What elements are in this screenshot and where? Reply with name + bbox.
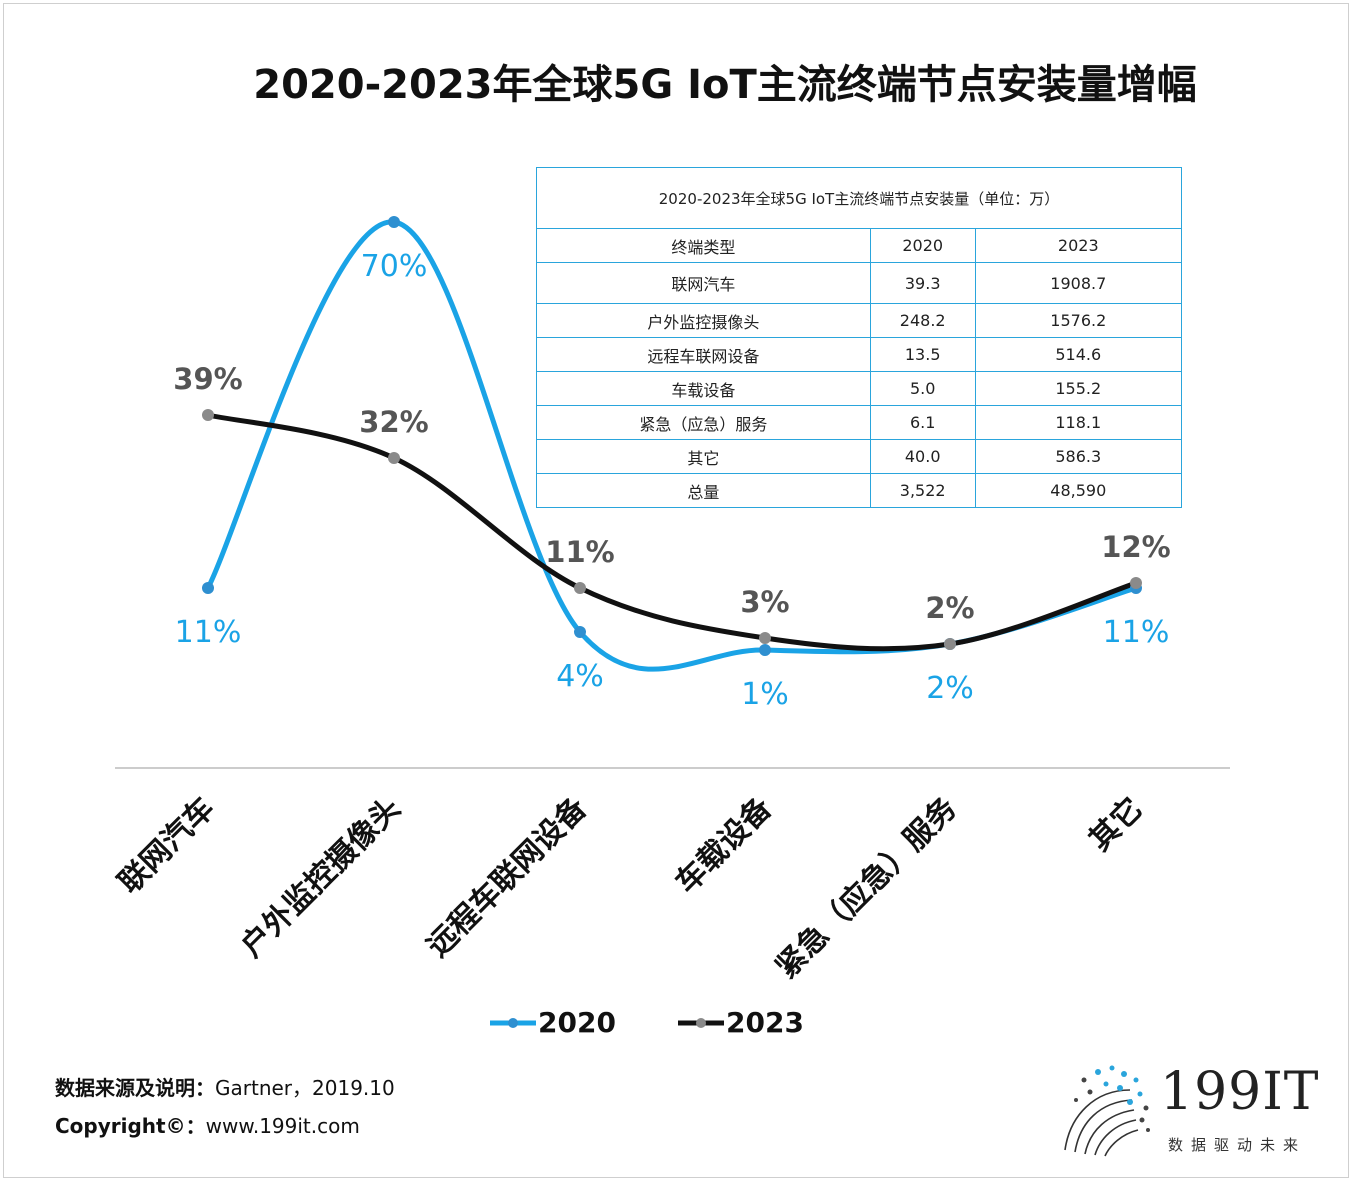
table-cell: 155.2: [974, 371, 1183, 406]
series-line-2023: [205, 412, 1139, 652]
chart-title: 2020-2023年全球5G IoT主流终端节点安装量增幅: [253, 62, 1197, 108]
table-cell: 514.6: [974, 337, 1183, 372]
x-tick-label: 紧急（应急）服务: [769, 791, 963, 985]
data-point-2020: [388, 216, 400, 228]
logo-tagline: 数据驱动未来: [1168, 1136, 1307, 1154]
legend-label-2023: 2023: [726, 1006, 804, 1039]
table-cell: 48,590: [974, 473, 1183, 508]
table-row: 联网汽车 39.3 1908.7: [536, 262, 1183, 304]
data-point-2023: [202, 409, 214, 421]
data-label-2023: 12%: [1101, 530, 1170, 564]
table-caption: 2020-2023年全球5G IoT主流终端节点安装量（单位：万）: [536, 167, 1182, 229]
logo-wordmark: 199IT: [1160, 1062, 1320, 1122]
legend-label-2020: 2020: [538, 1006, 616, 1039]
table-cell: 1576.2: [974, 303, 1183, 338]
x-tick-label: 其它: [1082, 791, 1149, 858]
x-tick-label: 远程车联网设备: [420, 790, 594, 964]
logo-mark-icon: [1064, 1065, 1150, 1157]
table-header-2023: 2023: [974, 228, 1183, 263]
table-row: 户外监控摄像头 248.2 1576.2: [536, 303, 1183, 338]
data-label-2023: 3%: [740, 585, 789, 619]
chart-legend: 2020 2023: [0, 1004, 1354, 1044]
table-cell: 紧急（应急）服务: [536, 405, 871, 440]
table-cell: 5.0: [869, 371, 976, 406]
source-label: 数据来源及说明：: [55, 1076, 215, 1100]
data-point-2020: [759, 644, 771, 656]
table-cell: 248.2: [869, 303, 976, 338]
table-cell: 586.3: [974, 439, 1183, 474]
table-header-type: 终端类型: [536, 228, 871, 263]
data-label-2020: 11%: [1103, 615, 1170, 650]
data-point-2023: [944, 638, 956, 650]
install-table: 2020-2023年全球5G IoT主流终端节点安装量（单位：万） 终端类型 2…: [536, 167, 1183, 508]
x-tick-label: 户外监控摄像头: [234, 791, 407, 964]
data-label-2023: 32%: [359, 405, 428, 439]
table-cell: 总量: [536, 473, 871, 508]
line-chart: 11%70%4%1% 2%11%39%32%11%3% 2%12% 联网汽车 户外监控…: [112, 216, 1230, 985]
copyright-link[interactable]: www.199it.com: [205, 1114, 360, 1138]
table-cell: 3,522: [869, 473, 976, 508]
data-label-2020: 1%: [741, 677, 789, 712]
data-point-2023: [759, 632, 771, 644]
table-cell: 车载设备: [536, 371, 871, 406]
data-label-2020: 11%: [175, 615, 242, 650]
data-label-2023: 2%: [925, 591, 974, 625]
legend-swatch-2020: [490, 1018, 536, 1028]
chart-frame: [3, 3, 1349, 1178]
data-point-2020: [574, 626, 586, 638]
source-value: Gartner，2019.10: [215, 1076, 395, 1100]
table-row: 总量 3,522 48,590: [536, 473, 1183, 508]
data-label-2020: 2%: [926, 671, 974, 706]
x-tick-label: 车载设备: [669, 790, 779, 900]
table-cell: 13.5: [869, 337, 976, 372]
data-label-2023: 39%: [173, 362, 242, 396]
data-label-2020: 70%: [361, 249, 428, 284]
data-point-2023: [388, 452, 400, 464]
table-row: 远程车联网设备 13.5 514.6: [536, 337, 1183, 372]
copyright-note: Copyright©：www.199it.com: [55, 1110, 360, 1139]
legend-swatch-2023: [678, 1018, 724, 1028]
table-header-row: 终端类型 2020 2023: [536, 228, 1183, 263]
table-header-2020: 2020: [869, 228, 976, 263]
table-row: 紧急（应急）服务 6.1 118.1: [536, 405, 1183, 440]
table-cell: 39.3: [869, 262, 976, 304]
table-cell: 联网汽车: [536, 262, 871, 304]
data-point-2023: [1130, 577, 1142, 589]
source-note: 数据来源及说明：Gartner，2019.10: [55, 1072, 395, 1101]
table-cell: 远程车联网设备: [536, 337, 871, 372]
copyright-label: Copyright©：: [55, 1114, 206, 1138]
data-label-2023: 11%: [545, 535, 614, 569]
table-cell: 1908.7: [974, 262, 1183, 304]
data-point-2023: [574, 582, 586, 594]
table-cell: 6.1: [869, 405, 976, 440]
table-row: 车载设备 5.0 155.2: [536, 371, 1183, 406]
data-point-2020: [202, 582, 214, 594]
table-cell: 户外监控摄像头: [536, 303, 871, 338]
table-row: 其它 40.0 586.3: [536, 439, 1183, 474]
table-cell: 118.1: [974, 405, 1183, 440]
table-cell: 40.0: [869, 439, 976, 474]
x-tick-label: 联网汽车: [112, 791, 222, 901]
data-label-2020: 4%: [556, 659, 604, 694]
table-cell: 其它: [536, 439, 871, 474]
